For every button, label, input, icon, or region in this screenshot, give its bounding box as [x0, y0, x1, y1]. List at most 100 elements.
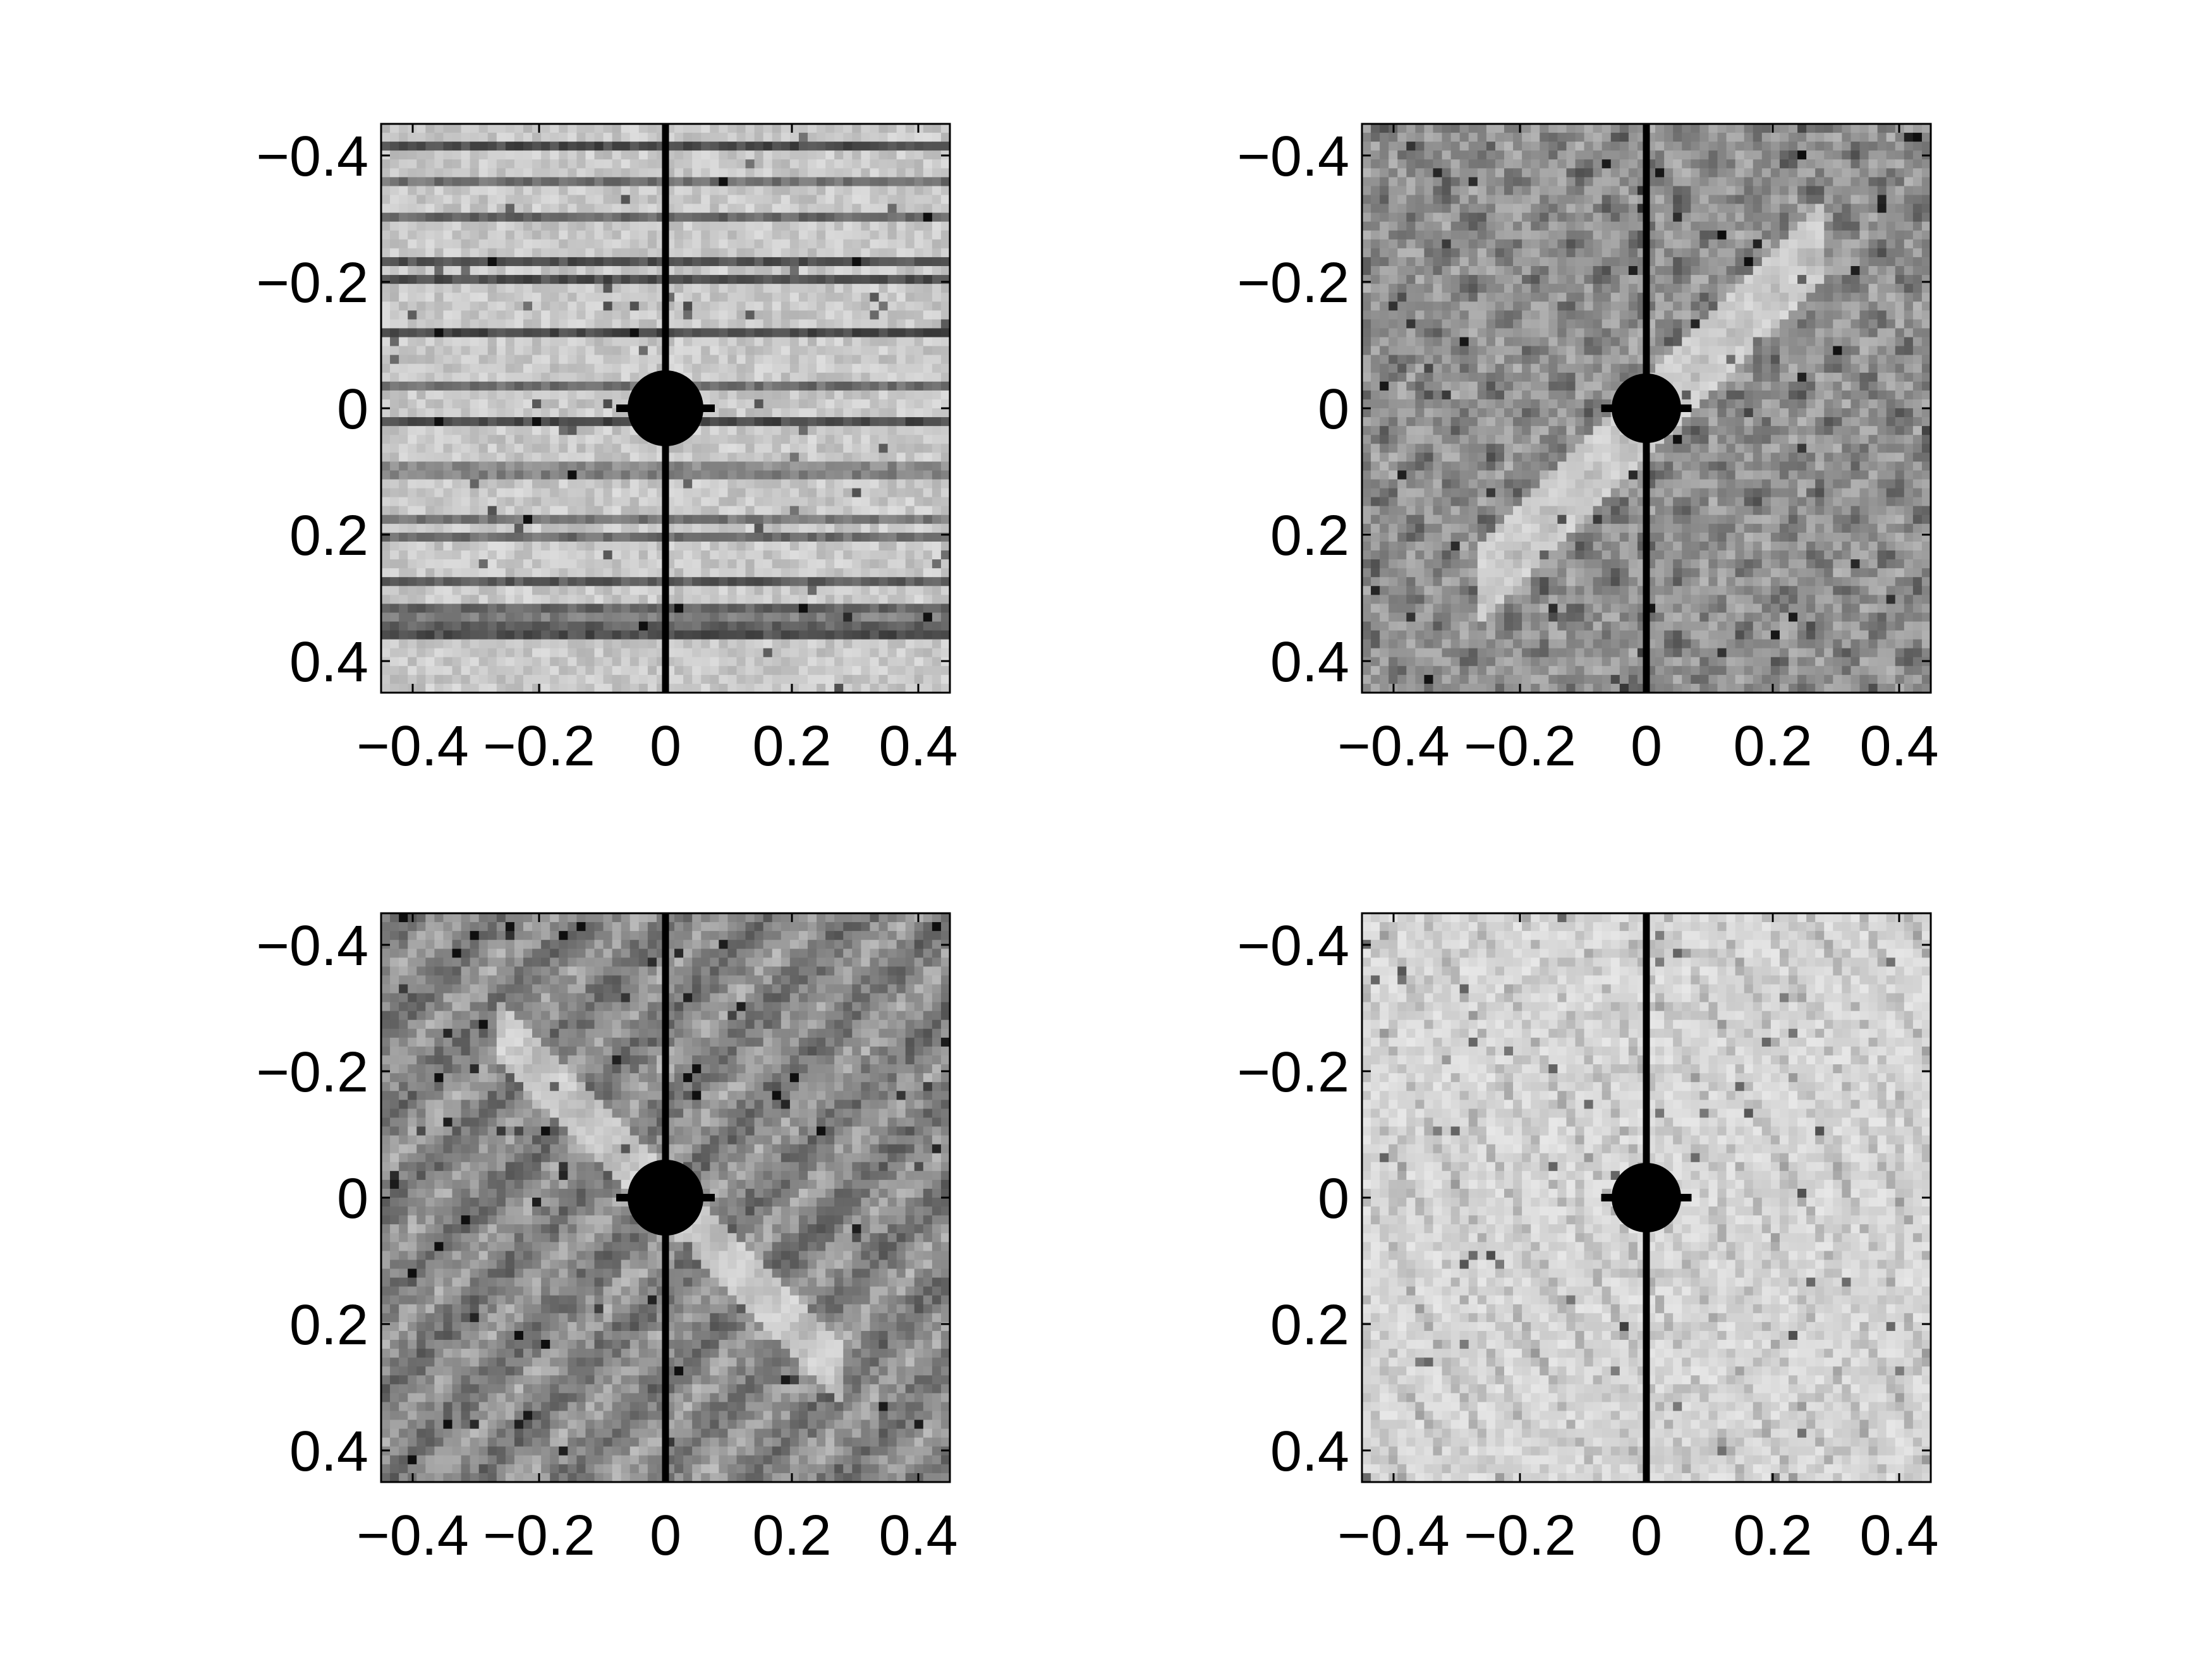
heatmap-cell — [425, 266, 435, 276]
heatmap-cell — [1459, 186, 1469, 196]
heatmap-cell — [905, 159, 915, 169]
heatmap-cell — [727, 239, 738, 249]
heatmap-cell — [781, 621, 791, 631]
heatmap-cell — [505, 212, 515, 222]
heatmap-cell — [852, 426, 861, 435]
heatmap-cell — [612, 257, 622, 267]
heatmap-cell — [763, 381, 773, 391]
heatmap-cell — [1477, 239, 1487, 249]
heatmap-cell — [923, 577, 933, 586]
heatmap-cell — [861, 532, 871, 542]
heatmap-cell — [585, 186, 595, 196]
heatmap-cell — [719, 488, 729, 498]
heatmap-cell — [559, 435, 568, 444]
heatmap-cell — [887, 674, 897, 684]
heatmap-cell — [1495, 142, 1505, 151]
heatmap-cell — [568, 150, 577, 160]
heatmap-cell — [808, 514, 817, 525]
heatmap-cell — [754, 435, 764, 444]
heatmap-cell — [612, 470, 622, 480]
heatmap-cell — [1566, 142, 1576, 151]
heatmap-cell — [719, 266, 729, 276]
heatmap-cell — [478, 657, 489, 667]
heatmap-cell — [1540, 195, 1549, 205]
heatmap-cell — [514, 559, 524, 569]
heatmap-cell — [1610, 195, 1620, 205]
heatmap-cell — [1797, 150, 1807, 160]
heatmap-cell — [754, 683, 764, 693]
heatmap-cell — [541, 514, 550, 525]
heatmap-2 — [1362, 124, 1931, 693]
heatmap-cell — [692, 124, 702, 133]
heatmap-cell — [674, 453, 684, 462]
heatmap-cell — [870, 142, 880, 151]
heatmap-cell — [1468, 221, 1478, 231]
heatmap-cell — [1726, 186, 1736, 196]
heatmap-cell — [887, 514, 897, 525]
heatmap-cell — [1397, 150, 1407, 160]
heatmap-cell — [710, 168, 719, 178]
heatmap-cell — [1753, 204, 1763, 214]
heatmap-cell — [834, 221, 844, 231]
heatmap-cell — [1406, 159, 1416, 169]
heatmap-cell — [852, 257, 861, 267]
heatmap-cell — [798, 426, 808, 435]
heatmap-cell — [674, 559, 684, 569]
heatmap-cell — [834, 461, 844, 471]
heatmap-cell — [940, 595, 951, 604]
heatmap-cell — [932, 648, 942, 658]
heatmap-cell — [940, 453, 951, 462]
heatmap-cell — [559, 266, 568, 276]
heatmap-cell — [425, 683, 435, 693]
heatmap-cell — [940, 523, 951, 533]
heatmap-cell — [1824, 159, 1833, 169]
heatmap-cell — [861, 310, 871, 320]
heatmap-cell — [434, 657, 444, 667]
heatmap-cell — [550, 550, 559, 560]
heatmap-cell — [399, 168, 408, 178]
heatmap-cell — [834, 595, 844, 604]
heatmap-cell — [736, 195, 746, 205]
heatmap-cell — [478, 150, 489, 160]
heatmap-cell — [701, 497, 710, 507]
heatmap-cell — [736, 355, 746, 365]
heatmap-cell — [798, 355, 808, 365]
heatmap-cell — [408, 497, 417, 507]
heatmap-cell — [1459, 133, 1469, 142]
heatmap-cell — [532, 310, 542, 320]
heatmap-cell — [701, 266, 710, 276]
heatmap-cell — [514, 381, 524, 391]
heatmap-cell — [1566, 221, 1576, 231]
heatmap-cell — [914, 186, 924, 196]
heatmap-cell — [638, 275, 648, 284]
heatmap-cell — [736, 381, 746, 391]
heatmap-cell — [1450, 159, 1461, 169]
heatmap-cell — [932, 319, 942, 329]
heatmap-cell — [789, 612, 799, 623]
heatmap-cell — [674, 506, 684, 516]
heatmap-cell — [487, 586, 497, 595]
heatmap-cell — [817, 168, 826, 178]
heatmap-cell — [603, 221, 613, 231]
heatmap-cell — [443, 159, 453, 169]
heatmap-cell — [843, 604, 853, 614]
heatmap-cell — [487, 648, 497, 658]
heatmap-cell — [896, 514, 906, 525]
heatmap-cell — [861, 523, 871, 533]
heatmap-cell — [719, 541, 729, 551]
heatmap-cell — [887, 301, 897, 311]
heatmap-cell — [1362, 133, 1371, 142]
heatmap-cell — [798, 674, 808, 684]
heatmap-cell — [834, 657, 844, 667]
heatmap-cell — [408, 479, 417, 489]
heatmap-cell — [1531, 204, 1540, 214]
heatmap-cell — [550, 142, 559, 151]
heatmap-cell — [603, 408, 613, 418]
heatmap-cell — [1610, 124, 1620, 133]
heatmap-cell — [940, 568, 951, 578]
heatmap-cell — [1744, 124, 1754, 133]
heatmap-cell — [390, 212, 399, 222]
heatmap-cell — [825, 186, 835, 196]
heatmap-cell — [932, 168, 942, 178]
heatmap-cell — [550, 488, 559, 498]
